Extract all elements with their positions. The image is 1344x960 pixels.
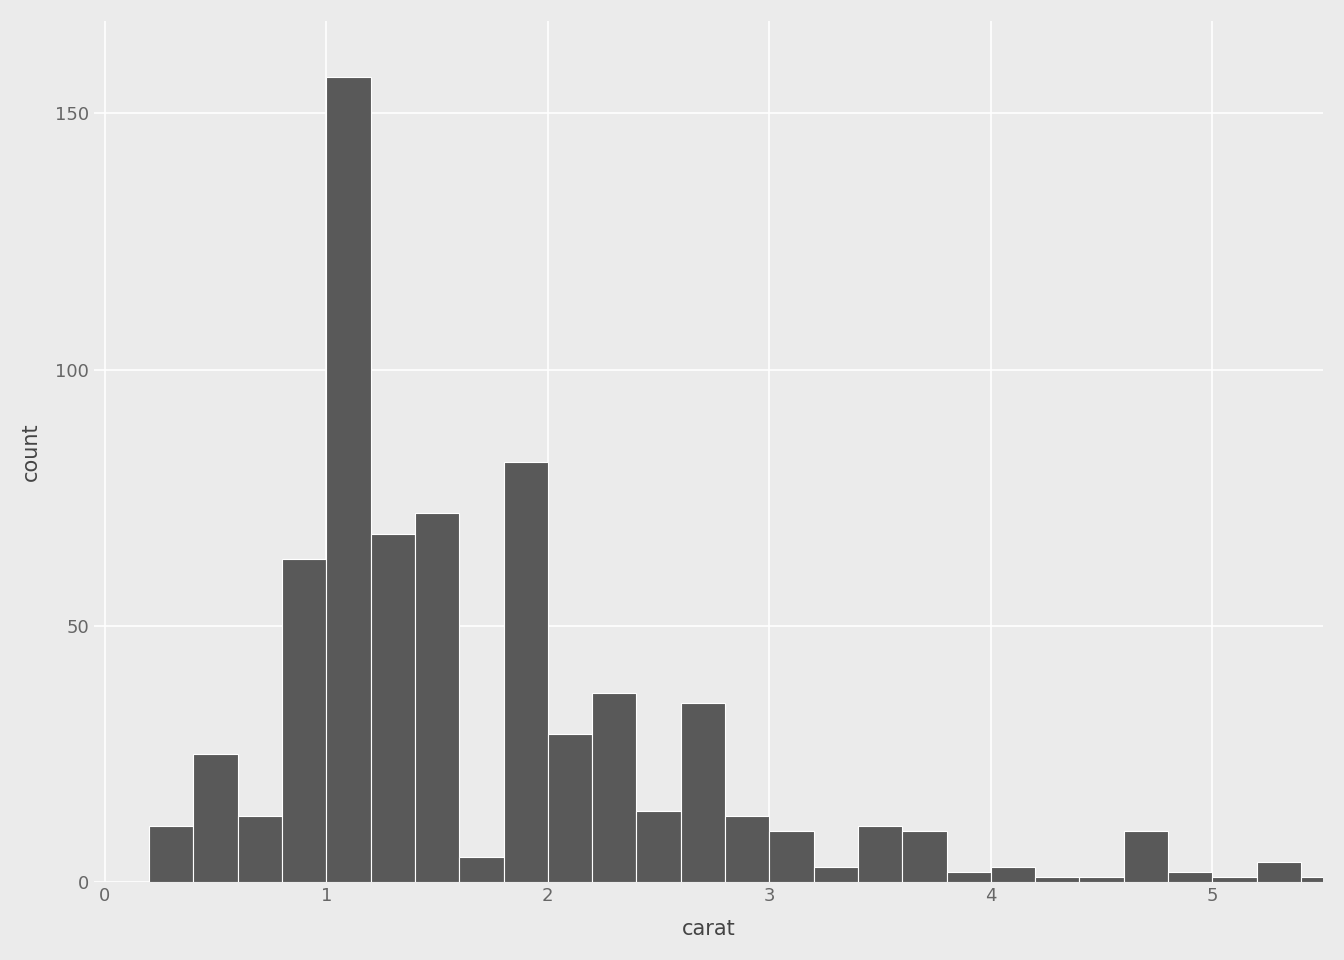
Bar (857, 826, 902, 882)
Bar (415, 514, 460, 882)
Bar (327, 77, 371, 882)
Bar (504, 462, 548, 882)
Bar (1124, 831, 1168, 882)
Bar (194, 755, 238, 882)
Bar (637, 810, 681, 882)
Bar (724, 816, 769, 882)
X-axis label: carat: carat (681, 919, 735, 939)
Bar (681, 703, 724, 882)
Bar (238, 816, 282, 882)
Bar (991, 867, 1035, 882)
Bar (1035, 877, 1079, 882)
Bar (371, 534, 415, 882)
Bar (813, 867, 857, 882)
Bar (282, 560, 327, 882)
Bar (1212, 877, 1257, 882)
Bar (460, 856, 504, 882)
Bar (1168, 872, 1212, 882)
Bar (1257, 862, 1301, 882)
Bar (769, 831, 813, 882)
Bar (548, 733, 593, 882)
Bar (1079, 877, 1124, 882)
Bar (149, 826, 194, 882)
Bar (593, 693, 637, 882)
Bar (1301, 877, 1344, 882)
Bar (902, 831, 946, 882)
Bar (946, 872, 991, 882)
Y-axis label: count: count (22, 422, 40, 481)
